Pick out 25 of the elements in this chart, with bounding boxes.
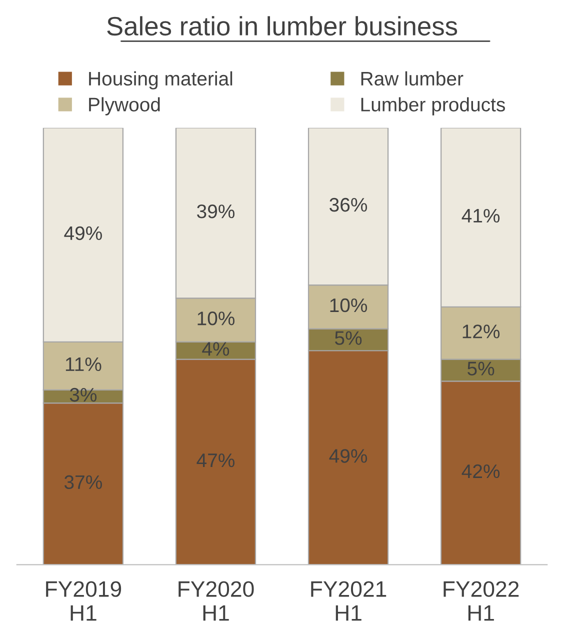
data-label: 5% (468, 362, 494, 376)
data-label: 3% (70, 388, 97, 402)
x-tick-label: FY2021 H1 (311, 581, 386, 621)
data-label: 49% (329, 449, 368, 463)
data-label: 39% (197, 204, 234, 218)
data-label: 36% (330, 198, 368, 212)
data-label: 12% (462, 324, 500, 338)
chart-title: Sales ratio in lumber business (107, 16, 458, 36)
data-label: 49% (64, 226, 102, 240)
data-label: 10% (198, 311, 234, 326)
data-label: 42% (462, 464, 500, 478)
data-label: 10% (330, 298, 368, 312)
data-label: 4% (202, 342, 230, 356)
data-label: 11% (66, 357, 102, 372)
legend-label: Raw lumber (361, 71, 464, 86)
legend-label: Housing material (89, 71, 232, 90)
x-tick-label: FY2020 H1 (178, 581, 254, 621)
legend-label: Plywood (89, 97, 160, 116)
data-label: 5% (334, 331, 362, 345)
data-label: 47% (196, 454, 234, 468)
data-label: 41% (462, 208, 500, 223)
legend-label: Lumber products (361, 97, 505, 116)
x-tick-label: FY2019 H1 (46, 581, 122, 621)
data-label: 37% (64, 475, 102, 490)
x-tick-label: FY2022 H1 (444, 581, 519, 621)
